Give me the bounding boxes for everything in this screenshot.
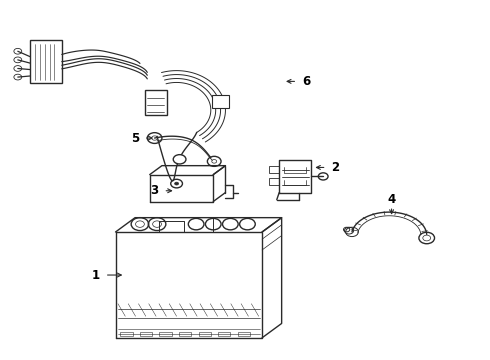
Bar [145, 90, 167, 116]
Text: 4: 4 [388, 193, 396, 206]
Bar [270, 178, 279, 185]
Circle shape [173, 155, 186, 164]
Bar [218, 332, 230, 336]
Bar [159, 332, 171, 336]
Text: 2: 2 [331, 161, 340, 174]
Text: 5: 5 [131, 131, 139, 145]
Bar [179, 332, 191, 336]
Text: 1: 1 [92, 269, 100, 282]
Text: 6: 6 [302, 75, 310, 88]
Bar [270, 166, 279, 173]
Bar [238, 332, 250, 336]
Bar [140, 332, 152, 336]
Circle shape [174, 182, 178, 185]
Bar [30, 40, 62, 83]
Text: 3: 3 [150, 184, 159, 197]
Bar [212, 95, 229, 108]
Bar [121, 332, 133, 336]
Bar [198, 332, 211, 336]
